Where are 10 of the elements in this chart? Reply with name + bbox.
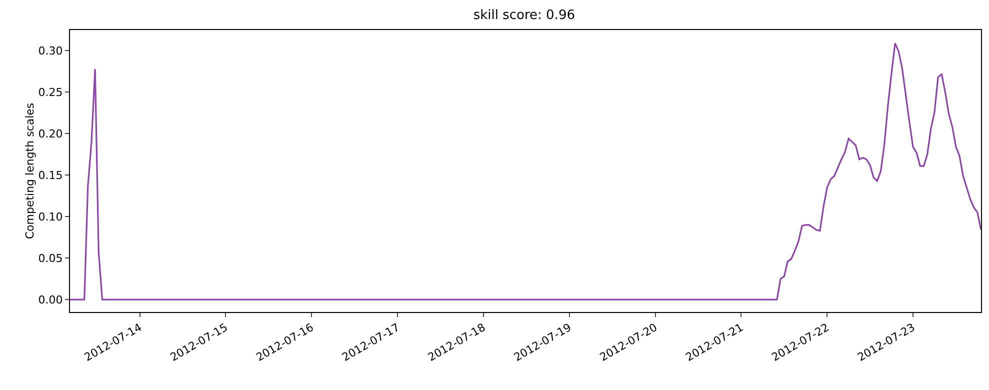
y-tick-label: 0.25	[38, 86, 63, 100]
line-series	[70, 42, 981, 300]
y-tick-label: 0.05	[38, 252, 63, 265]
chart-title: skill score: 0.96	[473, 8, 576, 23]
y-tick-label: 0.00	[38, 293, 63, 306]
y-tick-label: 0.20	[38, 128, 63, 141]
y-axis-title: Competing length scales	[23, 102, 36, 240]
y-tick-label: 0.10	[38, 210, 63, 224]
y-tick-label: 0.30	[38, 44, 63, 58]
y-tick-label: 0.15	[38, 169, 63, 182]
